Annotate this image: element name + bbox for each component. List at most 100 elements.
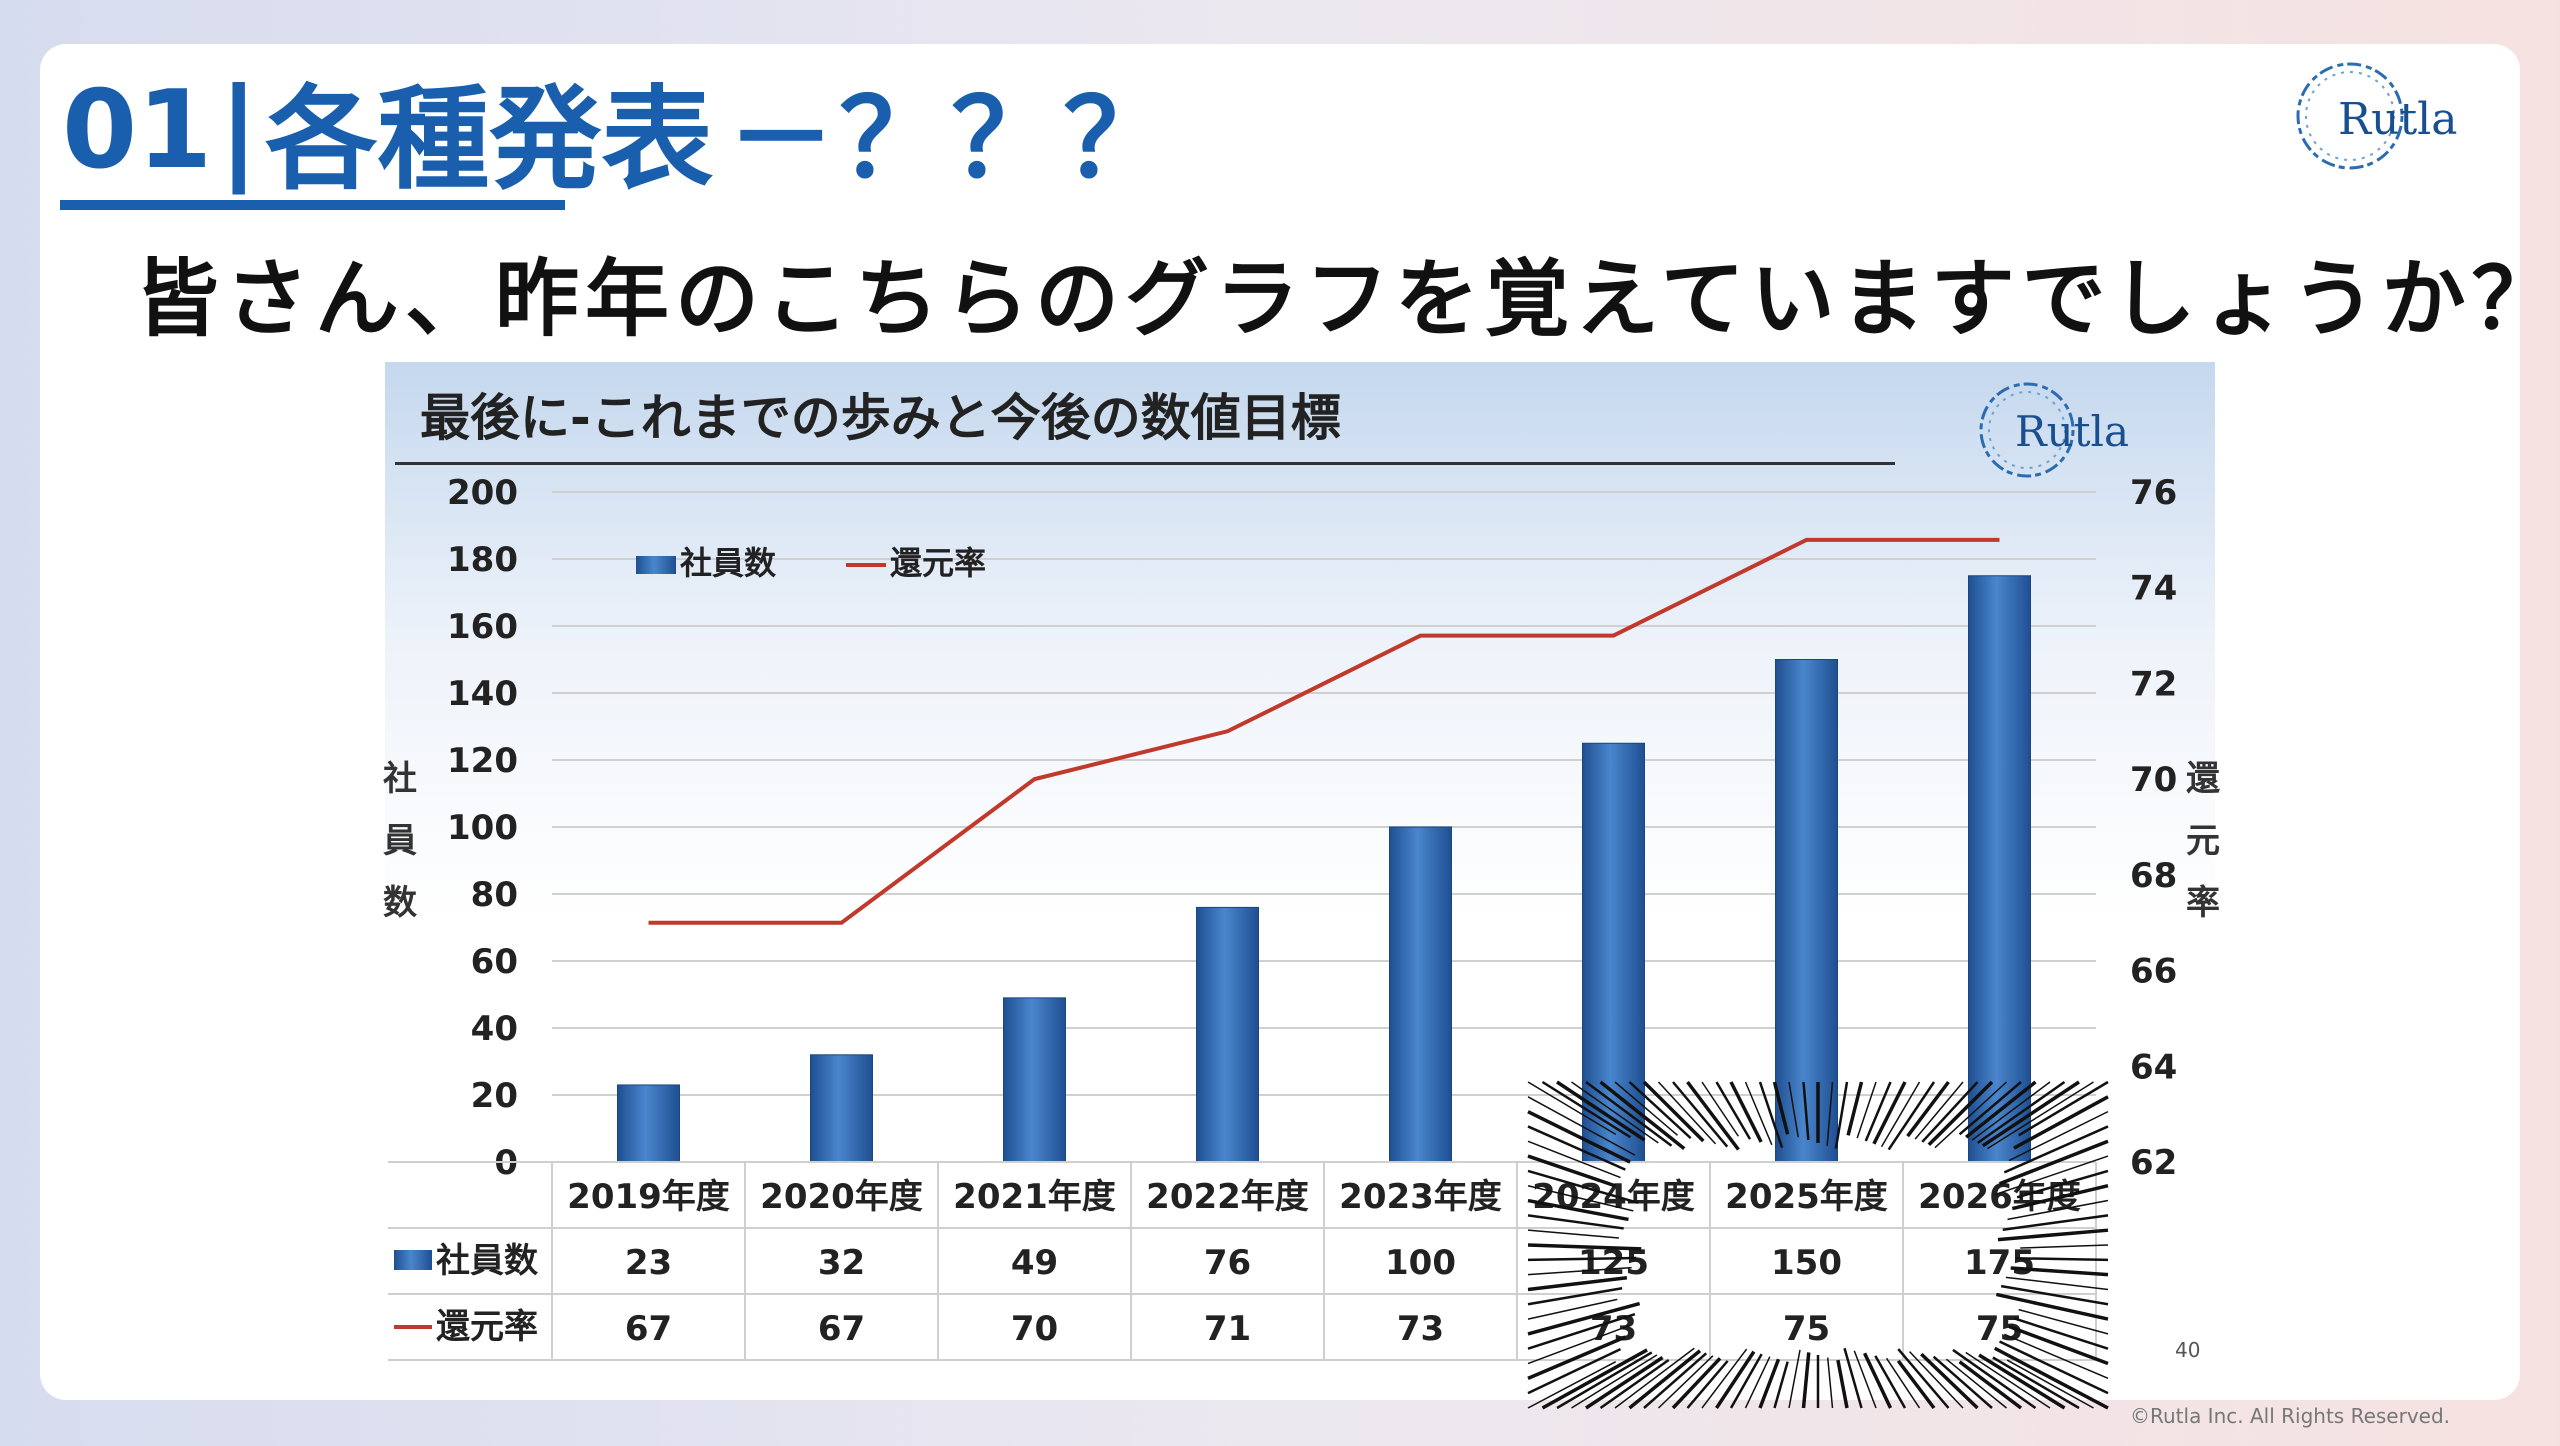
burst-line: [1585, 1356, 1664, 1410]
y-tick-label: 60: [471, 942, 518, 982]
burst-line: [1836, 1359, 1849, 1409]
table-swatch-bar: [394, 1250, 432, 1270]
bar: [1003, 997, 1066, 1163]
chart-logo-text: Rutla: [2015, 407, 2129, 456]
burst-line: [1965, 1080, 2037, 1139]
burst-line: [1864, 1081, 1892, 1142]
burst-line: [1994, 1155, 2109, 1196]
burst-line: [1527, 1154, 1617, 1188]
y-tick-label: 120: [447, 741, 518, 781]
burst-line: [1701, 1081, 1739, 1137]
burst-line: [1772, 1081, 1790, 1135]
y-tick-label: 80: [471, 875, 518, 915]
y-tick-label: 140: [447, 674, 518, 714]
burst-line: [1527, 1335, 1626, 1380]
chart-title: 最後に-これまでの歩みと今後の数値目標: [420, 389, 1341, 447]
burst-line: [1729, 1081, 1763, 1143]
y-axis-title-char: 員: [383, 821, 417, 861]
data-label-line: 70: [1011, 1309, 1058, 1349]
burst-line: [1995, 1292, 2109, 1321]
legend-label-bar: 社員数: [680, 544, 777, 582]
burst-line: [1862, 1352, 1893, 1409]
burst-line: [1527, 1298, 1618, 1320]
data-label-bar: 32: [818, 1243, 865, 1283]
burst-line: [1932, 1355, 1993, 1409]
burst-line: [1642, 1080, 1705, 1143]
x-tick-label: 2021年度: [953, 1177, 1116, 1217]
x-tick-label: 2025年度: [1725, 1177, 1888, 1217]
table-row-header-line: 還元率: [436, 1307, 538, 1347]
burst-line: [2007, 1199, 2109, 1221]
heading-title: 各種発表: [265, 75, 714, 205]
logo-text: Rutla: [2338, 94, 2457, 145]
y2-tick-label: 70: [2130, 760, 2177, 800]
burst-line: [1715, 1081, 1752, 1140]
data-label-bar: 49: [1011, 1243, 1058, 1283]
burst-line: [2015, 1257, 2109, 1262]
data-label-line: 73: [1397, 1309, 1444, 1349]
data-label-line: 71: [1204, 1309, 1251, 1349]
burst-line: [1987, 1081, 2094, 1150]
burst-line: [1527, 1125, 1626, 1171]
burst-line: [1556, 1351, 1653, 1410]
burst-line: [1826, 1357, 1834, 1409]
data-label-bar: 76: [1204, 1243, 1251, 1283]
burst-line: [1977, 1080, 2066, 1144]
x-tick-label: 2019年度: [567, 1177, 730, 1217]
chart-rutla-logo: Rutla: [1979, 382, 2129, 478]
burst-line: [1909, 1351, 1964, 1409]
burst-line: [1981, 1080, 2080, 1148]
burst-line: [1896, 1359, 1936, 1410]
burst-line: [1758, 1081, 1784, 1149]
burst-line: [1527, 1140, 1621, 1179]
burst-line: [1527, 1361, 1617, 1409]
burst-line: [1527, 1198, 1629, 1222]
chart-title-rule: [395, 462, 1895, 465]
burst-line: [1965, 1351, 2051, 1409]
table-row-header-bar: 社員数: [436, 1241, 538, 1281]
y2-axis-title-char: 還: [2186, 759, 2220, 799]
burst-line: [1992, 1356, 2080, 1410]
burst-line: [1993, 1346, 2109, 1410]
y2-tick-label: 74: [2130, 569, 2177, 609]
burst-line: [1628, 1081, 1692, 1140]
burst-line: [1657, 1355, 1714, 1409]
burst-line: [1599, 1359, 1670, 1410]
subtitle: 皆さん、昨年のこちらのグラフを覚えていますでしょうか？: [135, 249, 2560, 348]
burst-line: [1527, 1229, 1619, 1239]
burst-line: [1788, 1349, 1801, 1409]
y-tick-label: 180: [447, 540, 518, 580]
burst-line: [1874, 1355, 1907, 1409]
y2-tick-label: 64: [2130, 1047, 2177, 1087]
burst-line: [1643, 1352, 1708, 1409]
burst-line: [2008, 1110, 2109, 1162]
burst-line: [2011, 1184, 2109, 1211]
burst-line: [1897, 1348, 1950, 1409]
burst-line: [1527, 1347, 1622, 1395]
burst-line: [1672, 1081, 1729, 1148]
line-series-rate: [648, 537, 2000, 925]
burst-line: [1729, 1353, 1763, 1409]
burst-line: [2004, 1333, 2109, 1380]
heading-underline: [60, 200, 565, 210]
burst-line: [1556, 1080, 1646, 1142]
burst-line: [1614, 1081, 1679, 1136]
burst-line: [2000, 1284, 2109, 1306]
burst-line: [1527, 1110, 1631, 1164]
y2-axis-title-char: 率: [2186, 883, 2220, 923]
burst-line: [2003, 1125, 2109, 1174]
bar: [810, 1054, 873, 1163]
burst-line: [2016, 1169, 2109, 1199]
burst-line: [1585, 1080, 1673, 1147]
bar: [617, 1084, 680, 1163]
burst-line: [1801, 1352, 1811, 1409]
y2-tick-label: 68: [2130, 856, 2177, 896]
burst-line: [1914, 1081, 1964, 1140]
x-tick-label: 2022年度: [1146, 1177, 1309, 1217]
x-tick-label: 2020年度: [760, 1177, 923, 1217]
burst-line: [1758, 1358, 1781, 1409]
burst-line: [1571, 1354, 1658, 1409]
burst-line: [2013, 1317, 2109, 1350]
rutla-logo: Rutla: [2296, 62, 2457, 170]
burst-line: [1527, 1312, 1636, 1350]
